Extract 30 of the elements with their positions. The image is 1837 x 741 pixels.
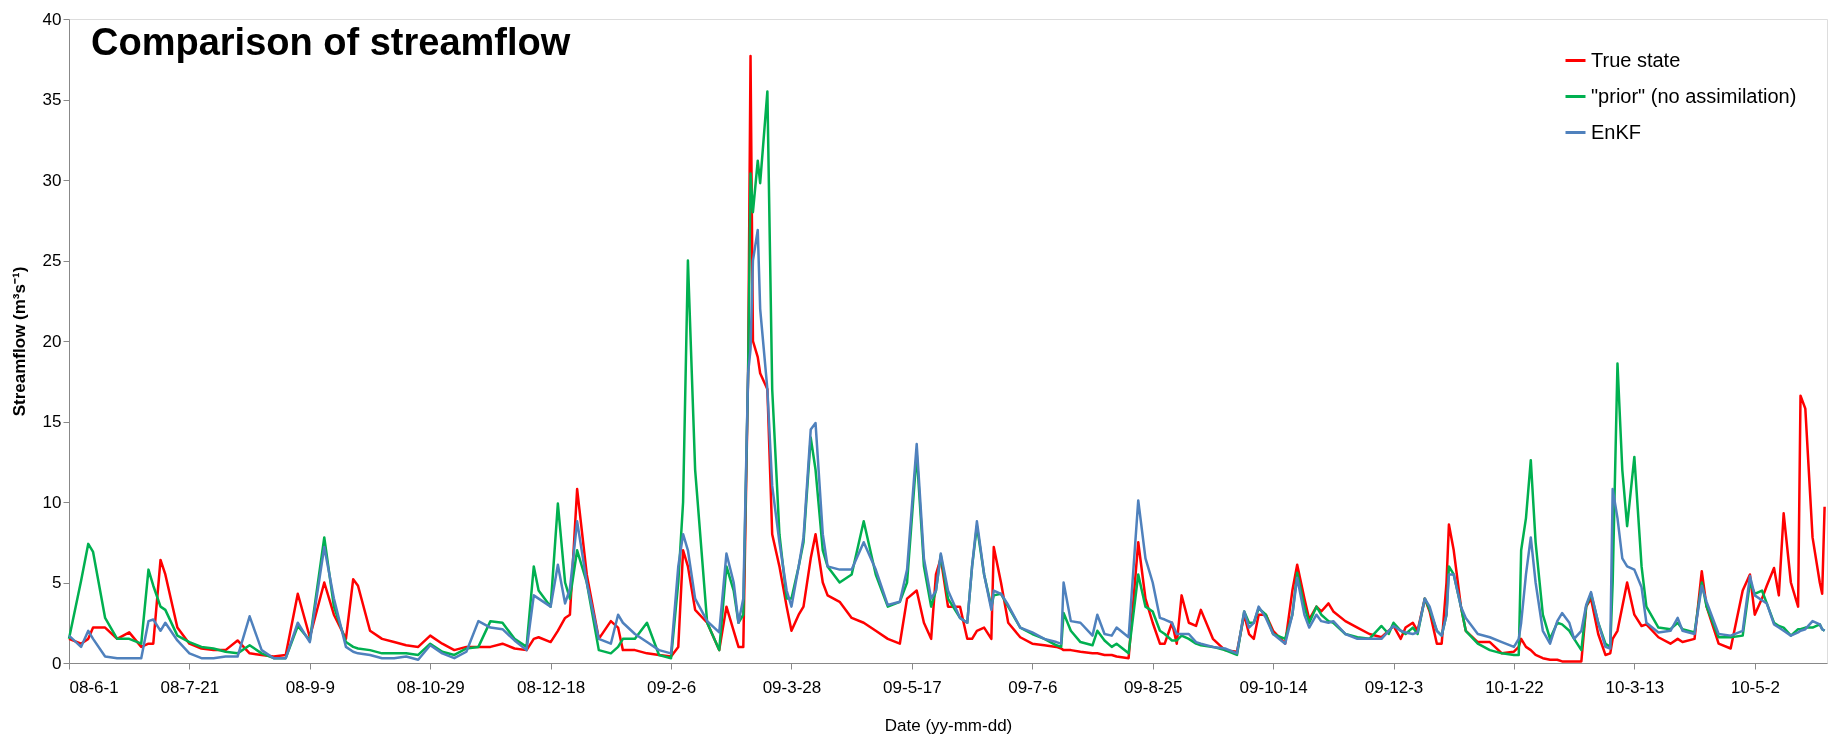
y-tick-label: 30 xyxy=(42,170,62,190)
chart-title: Comparison of streamflow xyxy=(91,21,571,63)
x-axis-title: Date (yy-mm-dd) xyxy=(884,715,1013,735)
x-tick-label: 09-7-6 xyxy=(1008,677,1058,697)
y-tick-label: 20 xyxy=(42,331,62,351)
x-tick-label: 10-3-13 xyxy=(1605,677,1665,697)
y-tick-label: 10 xyxy=(42,492,62,512)
y-tick-label: 15 xyxy=(42,412,62,431)
x-tick-label: 08-6-1 xyxy=(69,677,119,697)
x-tick-label: 10-1-22 xyxy=(1485,677,1544,697)
x-tick-label: 09-10-14 xyxy=(1239,677,1308,697)
x-tick-label: 08-10-29 xyxy=(396,677,465,697)
x-tick-label: 09-12-3 xyxy=(1364,677,1424,697)
y-tick-label: 40 xyxy=(42,9,62,29)
y-tick-label: 25 xyxy=(42,251,62,270)
y-axis-title: Streamflow (m³s⁻¹) xyxy=(9,266,29,417)
x-tick-label: 08-9-9 xyxy=(285,677,335,697)
legend-label: "prior" (no assimilation) xyxy=(1591,84,1797,107)
x-tick-label: 08-12-18 xyxy=(517,677,586,697)
x-tick-label: 09-8-25 xyxy=(1123,677,1183,697)
x-tick-label: 09-5-17 xyxy=(883,677,942,697)
legend-label: EnKF xyxy=(1591,120,1642,143)
x-tick-label: 09-3-28 xyxy=(762,677,822,697)
y-tick-label: 0 xyxy=(52,653,62,673)
y-tick-label: 35 xyxy=(42,90,62,109)
x-tick-label: 08-7-21 xyxy=(160,677,220,697)
y-tick-label: 5 xyxy=(52,573,62,592)
x-tick-label: 10-5-2 xyxy=(1730,677,1780,697)
x-tick-label: 09-2-6 xyxy=(646,677,697,697)
legend-label: True state xyxy=(1591,48,1681,71)
